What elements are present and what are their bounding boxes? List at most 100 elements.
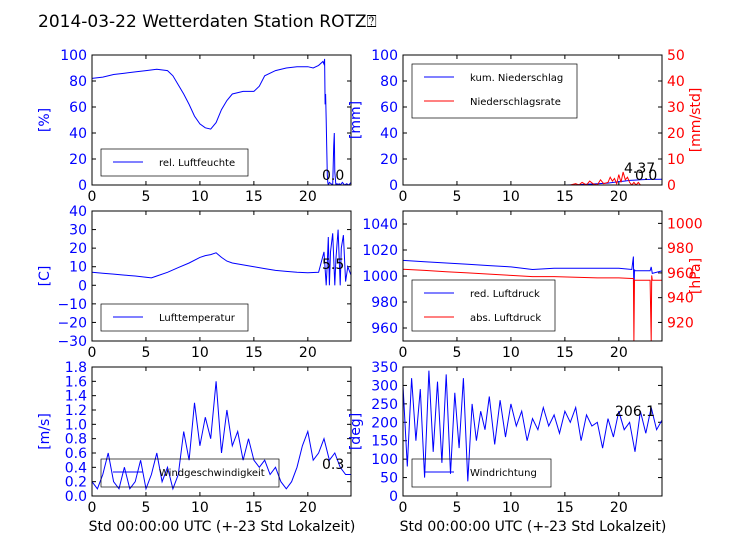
x-axis-label-left: Std 00:00:00 UTC (+-23 Std Lokalzeit) (89, 519, 356, 535)
legend-label: Windgeschwindigkeit (159, 468, 265, 479)
legend-label: Lufttemperatur (159, 313, 236, 324)
x-tick-label: 0 (399, 189, 408, 205)
series-line-windgeschwindigkeit (92, 381, 351, 491)
y-right-tick-label: 10 (667, 152, 685, 168)
x-tick-label: 10 (191, 500, 209, 516)
legend-label: red. Luftdruck (470, 289, 540, 300)
x-tick-label: 0 (88, 345, 97, 361)
y-tick-label: 0 (78, 178, 87, 194)
x-tick-label: 10 (502, 345, 520, 361)
x-tick-label: 10 (191, 189, 209, 205)
y-tick-label: 40 (69, 204, 87, 220)
y-tick-label: 1.4 (65, 389, 87, 405)
x-tick-label: 5 (452, 500, 461, 516)
y-right-axis-label: [hPa] (688, 258, 704, 294)
y-tick-label: 60 (380, 100, 398, 116)
y-right-tick-label: 920 (667, 315, 694, 331)
figure-title: 2014-03-22 Wetterdaten Station ROTZ⍰ (38, 12, 377, 32)
series-line-lufttemperatur (92, 229, 351, 286)
legend-label: Niederschlagsrate (470, 97, 561, 108)
y-right-tick-label: 1000 (667, 216, 703, 232)
panel-pressure: 0 5 10 15 20 960 980 1000 1020 1040 920 940 960 980 10… (362, 210, 704, 361)
x-tick-label: 15 (556, 500, 574, 516)
x-tick-label: 20 (610, 189, 628, 205)
y-tick-label: 1040 (362, 217, 398, 233)
y-tick-label: 300 (371, 378, 398, 394)
y-right-axis-label: [mm/std] (688, 88, 704, 153)
y-tick-label: 60 (69, 100, 87, 116)
x-axis-label-right: Std 00:00:00 UTC (+-23 Std Lokalzeit) (400, 519, 667, 535)
y-tick-label: 1.2 (65, 403, 87, 419)
y-tick-label: 250 (371, 397, 398, 413)
x-tick-label: 0 (399, 345, 408, 361)
y-tick-label: 200 (371, 415, 398, 431)
plot-frame (91, 210, 352, 342)
y-tick-label: 0.8 (65, 432, 87, 448)
x-tick-label: 0 (88, 189, 97, 205)
x-tick-label: 10 (502, 189, 520, 205)
y-axis-label: [mm] (348, 101, 364, 139)
y-right-tick-label: 940 (667, 291, 694, 307)
x-tick-label: 5 (452, 189, 461, 205)
legend-box (411, 279, 556, 332)
x-tick-label: 0 (88, 500, 97, 516)
legend-box (100, 148, 249, 177)
y-tick-label: 350 (371, 360, 398, 376)
x-tick-label: 5 (141, 189, 150, 205)
y-axis-label: [%] (37, 108, 53, 132)
y-axis-label: [m/s] (37, 413, 53, 450)
x-tick-label: 5 (452, 345, 461, 361)
legend-label: rel. Luftfeuchte (159, 158, 235, 169)
x-tick-label: 20 (610, 345, 628, 361)
x-tick-label: 20 (610, 500, 628, 516)
x-tick-label: 15 (245, 345, 263, 361)
y-right-tick-label: 40 (667, 74, 685, 90)
current-value-label: 0.3 (322, 457, 344, 473)
y-tick-label: 100 (60, 48, 87, 64)
series-line-abs-luftdruck (403, 268, 662, 341)
y-tick-label: 80 (380, 74, 398, 90)
x-tick-label: 15 (556, 189, 574, 205)
y-tick-label: 20 (69, 241, 87, 257)
y-tick-label: 1000 (362, 269, 398, 285)
series-line-red-luftdruck (403, 256, 662, 296)
panel-temperature: 0 5 10 15 20 −30 −20 −10 0 10 20 30 40 [C] Lufttempera… (37, 204, 352, 361)
y-tick-label: 80 (69, 74, 87, 90)
y-tick-label: 1.0 (65, 417, 87, 433)
y-tick-label: 980 (371, 295, 398, 311)
panel-humidity: 0 5 10 15 20 0 20 40 60 80 100 [%] rel. Luftfeuchte 0… (37, 48, 352, 205)
y-axis-label: [C] (37, 266, 53, 287)
x-tick-label: 15 (245, 189, 263, 205)
y-axis-label: [deg] (348, 413, 364, 450)
panel-windspeed: 0 5 10 15 20 0.00.20.40.60.81.01.21.41.61.8 [m… (37, 360, 352, 516)
x-tick-label: 5 (141, 345, 150, 361)
current-value-label-2: 0.0 (635, 168, 657, 184)
y-tick-label: 0 (389, 489, 398, 505)
y-right-tick-label: 980 (667, 241, 694, 257)
series-line-windrichtung (403, 370, 662, 482)
current-value-label: 4.37 (624, 161, 655, 177)
x-tick-label: 20 (299, 500, 317, 516)
y-tick-label: 20 (380, 152, 398, 168)
y-right-tick-label: 50 (667, 48, 685, 64)
x-tick-label: 5 (141, 500, 150, 516)
y-tick-label: −10 (57, 297, 87, 313)
y-tick-label: 0.2 (65, 475, 87, 491)
y-tick-label: 0.0 (65, 489, 87, 505)
y-tick-label: 40 (380, 126, 398, 142)
y-tick-label: 1.6 (65, 374, 87, 390)
current-value-label: 0.0 (322, 168, 344, 184)
current-value-label: 206.1 (615, 404, 655, 420)
legend-box (411, 458, 552, 488)
legend-box (411, 63, 578, 119)
x-tick-label: 20 (299, 345, 317, 361)
legend-box (100, 303, 249, 332)
y-tick-label: 50 (380, 471, 398, 487)
plot-frame (402, 366, 663, 497)
x-tick-label: 0 (399, 500, 408, 516)
plot-frame (402, 54, 663, 186)
plot-frame (91, 54, 352, 186)
y-right-tick-label: 0 (667, 178, 676, 194)
